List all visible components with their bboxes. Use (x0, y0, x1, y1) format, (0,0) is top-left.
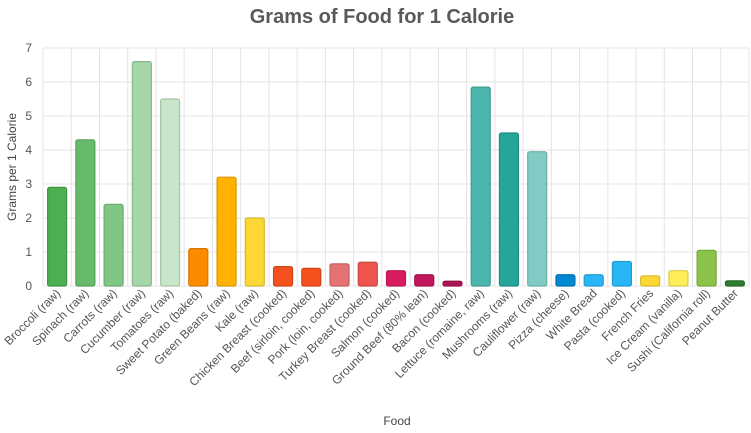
bar[interactable] (47, 186, 68, 287)
y-tick-label: 0 (25, 279, 32, 293)
bar[interactable] (75, 139, 96, 287)
y-tick-label: 3 (25, 177, 32, 191)
bar[interactable] (696, 249, 717, 287)
bar[interactable] (216, 176, 237, 287)
bar[interactable] (414, 274, 435, 287)
bar[interactable] (385, 270, 407, 287)
bar[interactable] (244, 217, 265, 287)
chart-title: Grams of Food for 1 Calorie (250, 6, 514, 28)
bar[interactable] (442, 280, 463, 287)
bar[interactable] (583, 274, 604, 287)
y-tick-label: 1 (25, 245, 32, 259)
bar[interactable] (188, 248, 209, 287)
bar[interactable] (498, 132, 520, 287)
bar[interactable] (131, 60, 152, 287)
bar[interactable] (301, 267, 322, 287)
bar[interactable] (329, 263, 350, 287)
y-tick-label: 6 (25, 75, 32, 89)
bar[interactable] (103, 203, 124, 287)
bar[interactable] (159, 98, 181, 287)
bar[interactable] (724, 280, 745, 287)
bars (47, 60, 745, 287)
bar[interactable] (470, 86, 491, 287)
x-axis-ticks: Broccoli (raw)Spinach (raw)Carrots (raw)… (1, 286, 741, 389)
bar[interactable] (272, 266, 294, 287)
y-tick-label: 7 (25, 41, 32, 55)
y-tick-label: 4 (25, 143, 32, 157)
bar[interactable] (357, 261, 378, 287)
bar[interactable] (640, 275, 661, 287)
y-tick-label: 2 (25, 211, 32, 225)
bar[interactable] (611, 260, 633, 287)
bar[interactable] (668, 270, 689, 287)
y-tick-label: 5 (25, 109, 32, 123)
y-axis-ticks: 0 1 2 3 4 5 6 7 (25, 41, 32, 293)
x-axis-label: Food (383, 414, 410, 428)
y-axis-label: Grams per 1 Calorie (5, 113, 19, 221)
bar[interactable] (527, 151, 548, 287)
bar[interactable] (555, 274, 576, 287)
